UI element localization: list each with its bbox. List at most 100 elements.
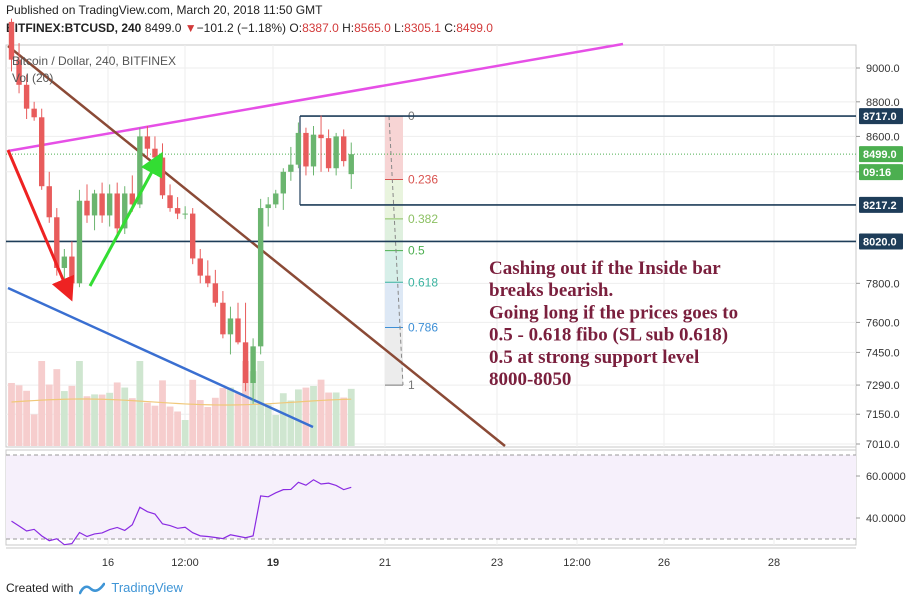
candle-down xyxy=(16,59,22,85)
price-tick-label: 7450.0 xyxy=(866,347,900,359)
volume-bar xyxy=(295,389,302,446)
volume-bar xyxy=(45,384,53,446)
candle-up xyxy=(273,193,279,205)
volume-bar xyxy=(279,393,287,446)
volume-bar xyxy=(23,390,30,446)
volume-bar xyxy=(181,420,189,446)
price-label-text: 8217.2 xyxy=(863,200,897,212)
price-label-box xyxy=(859,233,903,250)
volume-bar xyxy=(128,398,136,446)
tradingview-brand[interactable]: TradingView xyxy=(111,580,183,595)
brown-trend-line[interactable] xyxy=(7,45,506,447)
volume-bar xyxy=(242,361,249,446)
price-tick-label: 7150.0 xyxy=(866,409,900,421)
candle-up xyxy=(250,346,256,384)
candle-down xyxy=(152,148,158,158)
candle-down xyxy=(197,258,203,276)
annotation-line: 0.5 - 0.618 fibo (SL sub 0.618) xyxy=(489,325,728,346)
candle-up xyxy=(106,193,113,216)
candle-up xyxy=(76,200,83,284)
volume-ma-line xyxy=(11,398,352,406)
high-label: H: xyxy=(342,21,355,35)
volume-bar xyxy=(8,382,15,446)
candle-down xyxy=(23,84,30,109)
rsi-line xyxy=(11,479,352,546)
candle-up xyxy=(257,208,264,347)
open-label: O: xyxy=(289,21,303,35)
annotation-line: Cashing out if the Inside bar xyxy=(489,258,721,279)
volume-bar xyxy=(204,407,212,446)
pink-trend-line[interactable] xyxy=(7,42,624,153)
candle-down xyxy=(190,213,196,259)
high-value: 8565.0 xyxy=(354,21,391,35)
candle-down xyxy=(167,195,173,209)
candle-down xyxy=(159,157,166,196)
candle-down xyxy=(8,21,15,60)
candle-down xyxy=(341,136,347,162)
candle-down xyxy=(318,134,324,139)
volume-bar xyxy=(151,405,159,446)
red-arrow xyxy=(6,149,75,302)
candle-up xyxy=(91,193,98,216)
price-tick-label: 7010.0 xyxy=(866,439,900,451)
candle-down xyxy=(325,138,332,169)
candle-up xyxy=(333,136,339,169)
green-arrow xyxy=(88,151,163,287)
fib-level-label: 0.618 xyxy=(408,275,438,289)
time-tick-label: 16 xyxy=(102,557,114,569)
time-axis: 16 12:00 19 21 23 12:00 26 28 xyxy=(6,547,856,569)
candle-down xyxy=(212,283,219,303)
volume-bar xyxy=(211,397,219,446)
close-value: 8499.0 xyxy=(456,21,493,35)
price-label-text: 09:16 xyxy=(863,167,891,179)
annotation-line: 0.5 at strong support level xyxy=(489,347,699,368)
volume-bar xyxy=(219,388,227,446)
volume-label: Vol (20) xyxy=(12,71,53,85)
rsi-indicator: 60.0000 40.0000 xyxy=(6,454,906,546)
candle-up xyxy=(227,318,234,335)
volume-bar xyxy=(144,402,151,446)
chart-title: Bitcoin / Dollar, 240, BITFINEX xyxy=(12,54,176,68)
open-value: 8387.0 xyxy=(302,21,339,35)
price-tick-label: 7290.0 xyxy=(866,380,900,392)
candle-up xyxy=(182,213,188,215)
candle-down xyxy=(54,217,60,268)
volume-bar xyxy=(98,394,106,446)
time-tick-label: 26 xyxy=(658,557,670,569)
fib-trend-line xyxy=(388,116,404,386)
fib-zone xyxy=(385,218,403,251)
price-label-text: 8717.0 xyxy=(863,111,897,123)
fib-level-label: 0.236 xyxy=(408,173,438,187)
volume-bar xyxy=(347,388,355,446)
blue-trend-line[interactable] xyxy=(7,286,314,429)
volume-bar xyxy=(196,400,204,446)
volume-bar xyxy=(53,369,61,446)
candle-down xyxy=(69,256,75,284)
volume-bar xyxy=(38,361,46,446)
symbol-info-line: BITFINEX:BTCUSD, 240 8499.0 ▼−101.2 (−1.… xyxy=(6,21,493,35)
candle-down xyxy=(303,132,309,167)
volume-bar xyxy=(189,379,197,446)
price-tick-label: 7800.0 xyxy=(866,278,900,290)
low-label: L: xyxy=(394,21,405,35)
candle-down xyxy=(242,342,249,384)
volume-bar xyxy=(106,392,114,446)
time-tick-label: 12:00 xyxy=(171,557,199,569)
candle-down xyxy=(39,117,45,187)
volume-bar xyxy=(113,382,121,446)
volume-bar xyxy=(234,393,242,446)
candle-down xyxy=(235,318,241,343)
price-tick-label: 9000.0 xyxy=(866,63,900,75)
candle-up xyxy=(295,132,302,165)
main-pane-frame xyxy=(5,44,857,448)
candle-up xyxy=(280,171,286,194)
price-labels: 8717.0 8499.0 09:16 8217.2 8020.0 xyxy=(859,108,903,250)
volume-bar xyxy=(249,371,257,446)
time-tick-label: 23 xyxy=(491,557,503,569)
volume-bar xyxy=(310,385,317,446)
fib-zone xyxy=(385,179,403,219)
low-value: 8305.1 xyxy=(404,21,441,35)
fib-zone xyxy=(385,282,403,328)
